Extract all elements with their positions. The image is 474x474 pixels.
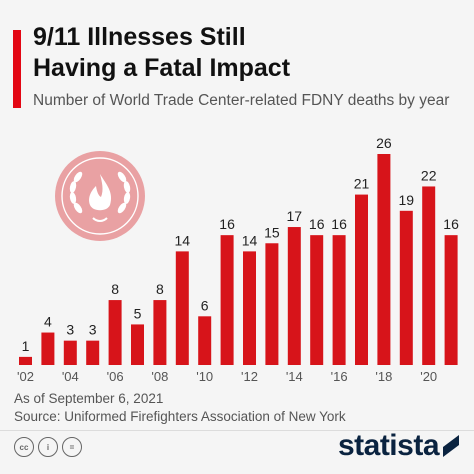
bar-2009 xyxy=(175,251,189,365)
value-label-2018: 26 xyxy=(376,135,392,151)
value-label-2002: 1 xyxy=(22,338,30,354)
value-label-2007: 5 xyxy=(134,305,142,321)
bar-2005 xyxy=(86,340,100,365)
value-label-2010: 6 xyxy=(201,297,209,313)
value-label-2008: 8 xyxy=(156,281,164,297)
x-tick-2020: '20 xyxy=(420,369,437,384)
value-label-2009: 14 xyxy=(175,232,191,248)
statista-logo[interactable]: statista xyxy=(338,429,460,463)
bar-series xyxy=(19,154,458,365)
x-tick-2010: '10 xyxy=(196,369,213,384)
bar-2012 xyxy=(243,251,256,365)
bar-2015 xyxy=(310,235,324,365)
bar-2002 xyxy=(19,356,32,365)
chart-title: 9/11 Illnesses Still Having a Fatal Impa… xyxy=(33,22,290,84)
bar-2016 xyxy=(332,235,346,365)
bar-2021 xyxy=(444,235,458,365)
value-label-2016: 16 xyxy=(331,216,347,232)
statista-mark-icon xyxy=(443,435,459,457)
bar-2019 xyxy=(399,210,413,365)
bar-2003 xyxy=(41,332,55,365)
bar-2006 xyxy=(108,300,122,365)
x-tick-2016: '16 xyxy=(331,369,348,384)
x-tick-2012: '12 xyxy=(241,369,258,384)
title-accent-bar xyxy=(13,30,21,108)
x-tick-2004: '04 xyxy=(62,369,79,384)
value-label-2014: 17 xyxy=(287,208,303,224)
cc-license-icon[interactable]: cc xyxy=(14,437,34,457)
value-label-2011: 16 xyxy=(219,216,235,232)
bar-2014 xyxy=(287,227,301,365)
x-tick-2014: '14 xyxy=(286,369,303,384)
bar-2011 xyxy=(220,235,234,365)
x-tick-2018: '18 xyxy=(375,369,392,384)
value-label-2006: 8 xyxy=(111,281,119,297)
laurel-wreath-flame-icon xyxy=(55,151,145,241)
bar-2013 xyxy=(265,243,279,365)
source-note: Source: Uniformed Firefighters Associati… xyxy=(14,409,346,424)
bar-2010 xyxy=(198,316,212,365)
x-axis-ticks: '02 '04 '06 '08 '10 '12 '14 '16 '18 '20 xyxy=(17,369,437,384)
title-line-1: 9/11 Illnesses Still xyxy=(33,23,246,51)
brand-wordmark: statista xyxy=(337,429,440,462)
x-tick-2008: '08 xyxy=(151,369,168,384)
bar-2018 xyxy=(377,154,391,365)
value-label-2020: 22 xyxy=(421,167,437,183)
no-derivatives-icon[interactable]: = xyxy=(62,437,82,457)
bar-2004 xyxy=(63,340,77,365)
date-note: As of September 6, 2021 xyxy=(14,391,164,406)
bar-2020 xyxy=(422,186,436,365)
value-label-2012: 14 xyxy=(242,232,258,248)
value-label-2015: 16 xyxy=(309,216,325,232)
bar-2017 xyxy=(355,194,368,365)
value-label-2013: 15 xyxy=(264,224,280,240)
value-label-2021: 16 xyxy=(443,216,459,232)
title-line-2: Having a Fatal Impact xyxy=(33,54,291,82)
value-label-2005: 3 xyxy=(89,322,97,338)
value-label-2004: 3 xyxy=(66,322,74,338)
bar-2008 xyxy=(153,300,167,365)
bar-2007 xyxy=(131,324,144,365)
x-tick-2006: '06 xyxy=(107,369,124,384)
x-tick-2002: '02 xyxy=(17,369,34,384)
footer-divider xyxy=(0,430,474,431)
value-label-2019: 19 xyxy=(399,192,415,208)
value-label-2017: 21 xyxy=(354,176,370,192)
chart-subtitle: Number of World Trade Center-related FDN… xyxy=(33,92,450,109)
value-label-2003: 4 xyxy=(44,314,52,330)
attribution-icon[interactable]: i xyxy=(38,437,58,457)
